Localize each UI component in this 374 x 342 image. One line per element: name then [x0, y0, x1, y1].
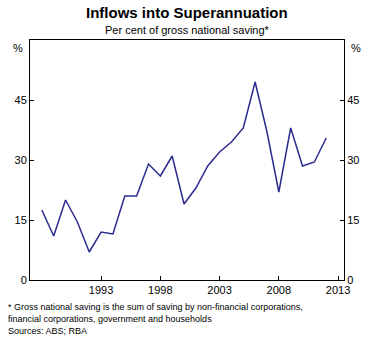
svg-text:0: 0: [21, 274, 27, 286]
svg-text:2008: 2008: [267, 284, 291, 296]
svg-text:30: 30: [347, 154, 359, 166]
svg-text:Sources: ABS; RBA: Sources: ABS; RBA: [8, 326, 87, 336]
svg-text:15: 15: [15, 214, 27, 226]
svg-text:45: 45: [347, 94, 359, 106]
svg-text:1998: 1998: [148, 284, 172, 296]
svg-text:* Gross national saving is the: * Gross national saving is the sum of sa…: [8, 302, 303, 324]
svg-text:2003: 2003: [207, 284, 231, 296]
svg-text:45: 45: [15, 94, 27, 106]
svg-text:30: 30: [15, 154, 27, 166]
svg-text:0: 0: [347, 274, 353, 286]
svg-text:Per cent of gross national sav: Per cent of gross national saving*: [105, 24, 270, 36]
svg-text:%: %: [13, 42, 23, 54]
svg-text:Inflows into Superannuation: Inflows into Superannuation: [86, 4, 288, 21]
svg-text:2013: 2013: [326, 284, 350, 296]
svg-text:%: %: [351, 42, 361, 54]
svg-text:15: 15: [347, 214, 359, 226]
svg-text:1993: 1993: [89, 284, 113, 296]
